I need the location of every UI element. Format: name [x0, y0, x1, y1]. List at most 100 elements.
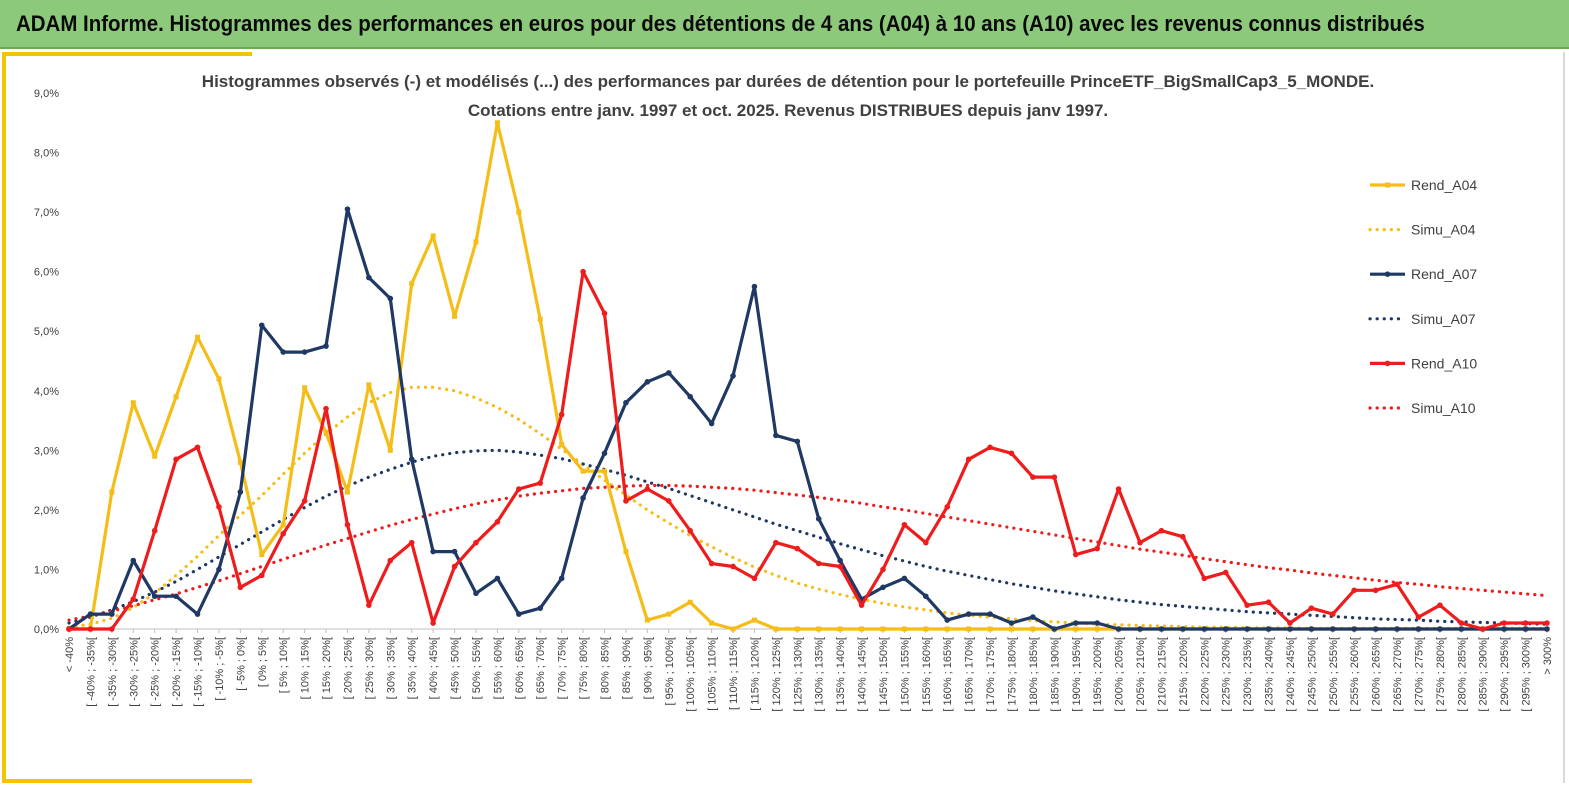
- data-point-Rend_A07: [1115, 626, 1122, 632]
- x-tick-label: [ 265% ; 270%[: [1392, 637, 1404, 712]
- data-point-Rend_A07: [516, 611, 522, 617]
- data-point-Rend_A10: [1458, 620, 1465, 626]
- data-point-Rend_A10: [644, 486, 651, 492]
- data-point-Rend_A10: [1222, 569, 1229, 576]
- title-banner: ADAM Informe. Histogrammes des performan…: [0, 0, 1569, 49]
- data-point-Rend_A07: [1501, 626, 1507, 632]
- data-point-Rend_A07: [1008, 620, 1015, 626]
- x-tick-label: [ 245% ; 250%[: [1306, 637, 1318, 712]
- x-tick-label: [ 215% ; 220%[: [1178, 637, 1190, 712]
- data-point-Rend_A04: [387, 447, 393, 453]
- data-point-Rend_A10: [623, 498, 629, 504]
- data-point-Rend_A04: [409, 281, 415, 287]
- data-point-Rend_A10: [1329, 611, 1336, 617]
- data-point-Rend_A07: [580, 495, 586, 501]
- x-tick-label: [ 15% ; 20%[: [321, 637, 333, 699]
- x-tick-label: [ 10% ; 15%[: [300, 637, 312, 699]
- data-point-Rend_A10: [965, 456, 972, 463]
- banner-title: ADAM Informe. Histogrammes des performan…: [16, 11, 1425, 36]
- legend-marker-Rend_A07: [1384, 271, 1391, 278]
- data-point-Rend_A07: [644, 379, 651, 385]
- data-point-Rend_A07: [665, 370, 672, 376]
- data-point-Rend_A04: [366, 382, 372, 388]
- data-point-Rend_A10: [858, 602, 865, 608]
- data-point-Rend_A10: [1287, 620, 1293, 626]
- data-point-Rend_A04: [602, 468, 608, 474]
- x-tick-label: [ 205% ; 210%[: [1135, 637, 1147, 712]
- data-point-Rend_A04: [944, 626, 950, 632]
- data-point-Rend_A10: [1051, 474, 1058, 480]
- x-tick-label: > 300%: [1542, 637, 1554, 675]
- data-point-Rend_A10: [1094, 545, 1100, 552]
- data-point-Rend_A10: [258, 572, 265, 579]
- y-tick-label: 9,0%: [34, 88, 59, 100]
- data-point-Rend_A10: [1180, 533, 1186, 540]
- data-point-Rend_A04: [537, 316, 543, 322]
- data-point-Rend_A04: [1073, 626, 1079, 632]
- data-point-Rend_A10: [1137, 539, 1143, 546]
- data-point-Rend_A10: [1072, 551, 1079, 558]
- x-tick-label: [ 195% ; 200%[: [1092, 637, 1104, 712]
- data-point-Rend_A07: [623, 399, 629, 406]
- data-point-Rend_A04: [344, 489, 350, 495]
- x-tick-label: [ 70% ; 75%[: [557, 637, 569, 699]
- data-point-Rend_A04: [280, 522, 286, 528]
- data-point-Rend_A07: [237, 489, 244, 495]
- data-point-Rend_A10: [1394, 581, 1400, 588]
- data-point-Rend_A10: [1372, 587, 1379, 594]
- x-tick-label: [ 210% ; 215%[: [1156, 637, 1168, 712]
- data-point-Rend_A10: [901, 521, 908, 528]
- x-tick-label: [ 190% ; 195%[: [1071, 637, 1083, 712]
- data-point-Rend_A07: [837, 557, 843, 564]
- data-point-Rend_A07: [1201, 626, 1208, 632]
- data-point-Rend_A07: [537, 605, 544, 611]
- data-point-Rend_A04: [494, 120, 500, 126]
- x-tick-label: [ 280% ; 285%[: [1456, 637, 1468, 712]
- data-point-Rend_A04: [559, 441, 565, 447]
- data-point-Rend_A04: [580, 468, 586, 474]
- x-tick-label: [ 260% ; 265%[: [1371, 637, 1383, 712]
- data-point-Rend_A04: [987, 626, 993, 632]
- chart-title-line-2: Cotations entre janv. 1997 et oct. 2025.…: [468, 101, 1108, 120]
- data-point-Rend_A10: [1265, 599, 1272, 605]
- x-tick-label: [ 130% ; 135%[: [814, 637, 826, 712]
- x-tick-label: [ 135% ; 140%[: [835, 637, 847, 712]
- data-point-Rend_A07: [815, 516, 822, 522]
- data-point-Rend_A07: [387, 295, 394, 302]
- data-point-Rend_A07: [1437, 626, 1443, 632]
- data-point-Rend_A07: [366, 274, 372, 281]
- data-point-Rend_A04: [666, 611, 672, 617]
- x-tick-label: [ 255% ; 260%[: [1349, 637, 1361, 712]
- x-tick-label: [ 155% ; 160%[: [921, 637, 933, 712]
- x-tick-label: [ 225% ; 230%[: [1221, 637, 1233, 712]
- data-point-Rend_A04: [516, 209, 522, 215]
- data-point-Rend_A07: [258, 322, 265, 329]
- x-tick-label: [ -15% ; -10%[: [193, 637, 205, 707]
- data-point-Rend_A07: [708, 420, 715, 427]
- data-point-Rend_A07: [1287, 626, 1293, 632]
- legend-marker-Rend_A04: [1385, 182, 1390, 188]
- x-tick-label: [ 25% ; 30%[: [364, 637, 376, 699]
- y-tick-label: 6,0%: [34, 267, 59, 279]
- x-tick-label: [ 170% ; 175%[: [985, 637, 997, 712]
- data-point-Rend_A10: [87, 626, 94, 632]
- data-point-Rend_A04: [966, 626, 972, 632]
- x-tick-label: [ 125% ; 130%[: [792, 637, 804, 712]
- data-point-Rend_A10: [387, 557, 394, 564]
- data-point-Rend_A07: [173, 593, 179, 600]
- data-point-Rend_A10: [194, 444, 201, 451]
- data-point-Rend_A10: [1437, 602, 1443, 608]
- data-point-Rend_A10: [751, 575, 758, 582]
- x-tick-label: [ 80% ; 85%[: [600, 637, 612, 699]
- data-point-Rend_A04: [773, 626, 779, 632]
- data-point-Rend_A10: [1522, 620, 1529, 626]
- data-point-Rend_A04: [473, 239, 479, 245]
- data-point-Rend_A04: [623, 549, 629, 555]
- data-point-Rend_A10: [837, 563, 843, 570]
- series-line-Rend_A10: [69, 270, 1547, 631]
- data-point-Rend_A04: [195, 334, 201, 340]
- x-tick-label: [ 295% ; 300%[: [1521, 637, 1533, 712]
- data-point-Rend_A10: [516, 486, 522, 492]
- x-tick-label: [ 100% ; 105%[: [685, 637, 697, 712]
- data-point-Rend_A07: [494, 575, 501, 582]
